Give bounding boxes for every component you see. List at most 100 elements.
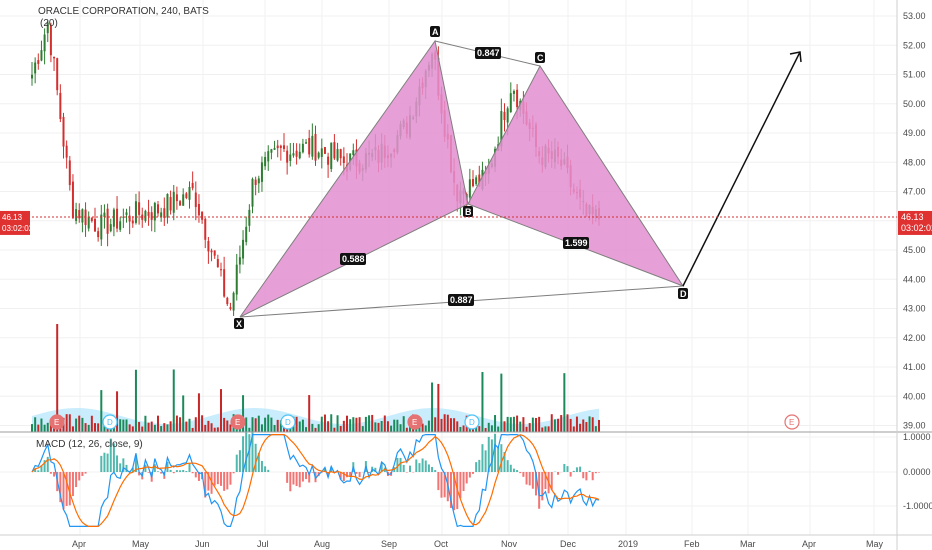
time-tick-label: Sep: [381, 539, 397, 549]
volume-bar: [125, 419, 128, 432]
candle-body: [509, 93, 512, 113]
macd-histogram-bar: [147, 472, 150, 473]
macd-histogram-bar: [453, 472, 456, 511]
candle-body: [81, 209, 84, 223]
candle-body: [506, 108, 509, 123]
macd-histogram-bar: [402, 464, 405, 472]
pattern-point-label: B: [465, 207, 472, 217]
volume-bar: [355, 417, 358, 432]
volume-bar: [150, 421, 153, 432]
volume-bar: [506, 416, 509, 432]
macd-histogram-bar: [106, 453, 109, 472]
macd-histogram-bar: [157, 471, 159, 472]
volume-bar: [175, 415, 178, 432]
macd-histogram-bar: [204, 472, 207, 498]
macd-tick-label: -1.0000: [903, 501, 932, 511]
volume-bar: [34, 417, 37, 432]
macd-histogram-bar: [472, 472, 474, 474]
volume-bar: [557, 418, 560, 432]
macd-histogram-bar: [503, 451, 506, 472]
macd-histogram-bar: [229, 472, 232, 485]
macd-histogram-bar: [207, 472, 210, 491]
candle-body: [103, 212, 106, 217]
macd-histogram-bar: [538, 472, 541, 509]
ratio-label-xb: 0.588: [342, 254, 365, 264]
candle-body: [223, 269, 226, 297]
volume-bar: [46, 422, 49, 432]
ratio-badge: [563, 237, 589, 249]
macd-histogram-bar: [122, 458, 125, 472]
candle-body: [235, 264, 238, 295]
volume-bar: [386, 421, 389, 432]
volume-bar: [163, 423, 166, 432]
macd-histogram-bar: [431, 466, 434, 472]
volume-bar: [134, 369, 137, 432]
candle-body: [323, 147, 326, 154]
macd-histogram-bar: [525, 472, 528, 485]
current-price-value-left: 46.13: [2, 213, 23, 222]
candle-body: [194, 192, 197, 208]
candle-body: [122, 216, 125, 218]
macd-histogram-bar: [421, 458, 424, 472]
time-tick-label: Jul: [257, 539, 269, 549]
candle-body: [267, 151, 270, 162]
volume-bar: [390, 425, 393, 432]
macd-histogram-bar: [506, 460, 509, 472]
volume-bar: [585, 422, 588, 432]
volume-bar: [503, 421, 506, 432]
macd-histogram-bar: [75, 472, 78, 488]
volume-bar: [264, 417, 267, 432]
volume-bar: [591, 417, 594, 432]
harmonic-pattern[interactable]: X A B C D 0.588 0.847 1.599 0.887: [234, 26, 802, 329]
candle-body: [46, 22, 49, 34]
price-tick-label: 48.00: [903, 157, 926, 167]
ratio-label-xd: 0.887: [450, 295, 473, 305]
candle-body: [210, 250, 213, 253]
macd-histogram-bar: [116, 455, 119, 472]
candle-body: [179, 201, 182, 206]
volume-bar: [342, 420, 345, 432]
volume-bar: [443, 414, 446, 432]
candle-body: [141, 214, 144, 220]
volume-bar: [207, 420, 210, 432]
candle-body: [166, 193, 169, 218]
volume-ma-label: (20): [40, 18, 58, 29]
candle-body: [185, 193, 188, 199]
current-price-value: 46.13: [901, 212, 924, 222]
volume-bar: [128, 424, 131, 432]
volume-bar: [547, 426, 550, 432]
candle-body: [512, 90, 515, 94]
volume-bar: [169, 421, 172, 432]
macd-pane[interactable]: [31, 432, 600, 528]
macd-histogram-bar: [43, 460, 46, 472]
candle-body: [254, 179, 257, 186]
macd-histogram-bar: [424, 460, 427, 472]
macd-histogram-bar: [138, 472, 141, 476]
candle-body: [245, 226, 248, 243]
candle-body: [286, 150, 289, 163]
volume-bar: [147, 422, 150, 432]
volume-bar: [141, 426, 144, 432]
volume-bar: [153, 424, 156, 432]
macd-histogram-bar: [308, 472, 311, 483]
volume-bar: [204, 424, 207, 432]
macd-histogram-bar: [481, 444, 484, 472]
volume-bar: [339, 425, 342, 432]
macd-histogram-bar: [175, 470, 178, 472]
volume-bar: [516, 415, 519, 432]
candle-body: [90, 217, 93, 221]
macd-histogram-bar: [185, 471, 188, 472]
candle-body: [333, 142, 336, 159]
time-tick-label: Apr: [72, 539, 86, 549]
candle-body: [97, 231, 100, 238]
time-tick-label: Jun: [195, 539, 210, 549]
macd-histogram-bar: [598, 472, 600, 473]
macd-histogram-bar: [519, 472, 522, 474]
volume-bar: [560, 415, 563, 432]
volume-bar: [575, 416, 578, 432]
macd-histogram-bar: [213, 472, 216, 486]
macd-histogram-bar: [509, 464, 512, 472]
macd-histogram-bar: [37, 470, 40, 472]
